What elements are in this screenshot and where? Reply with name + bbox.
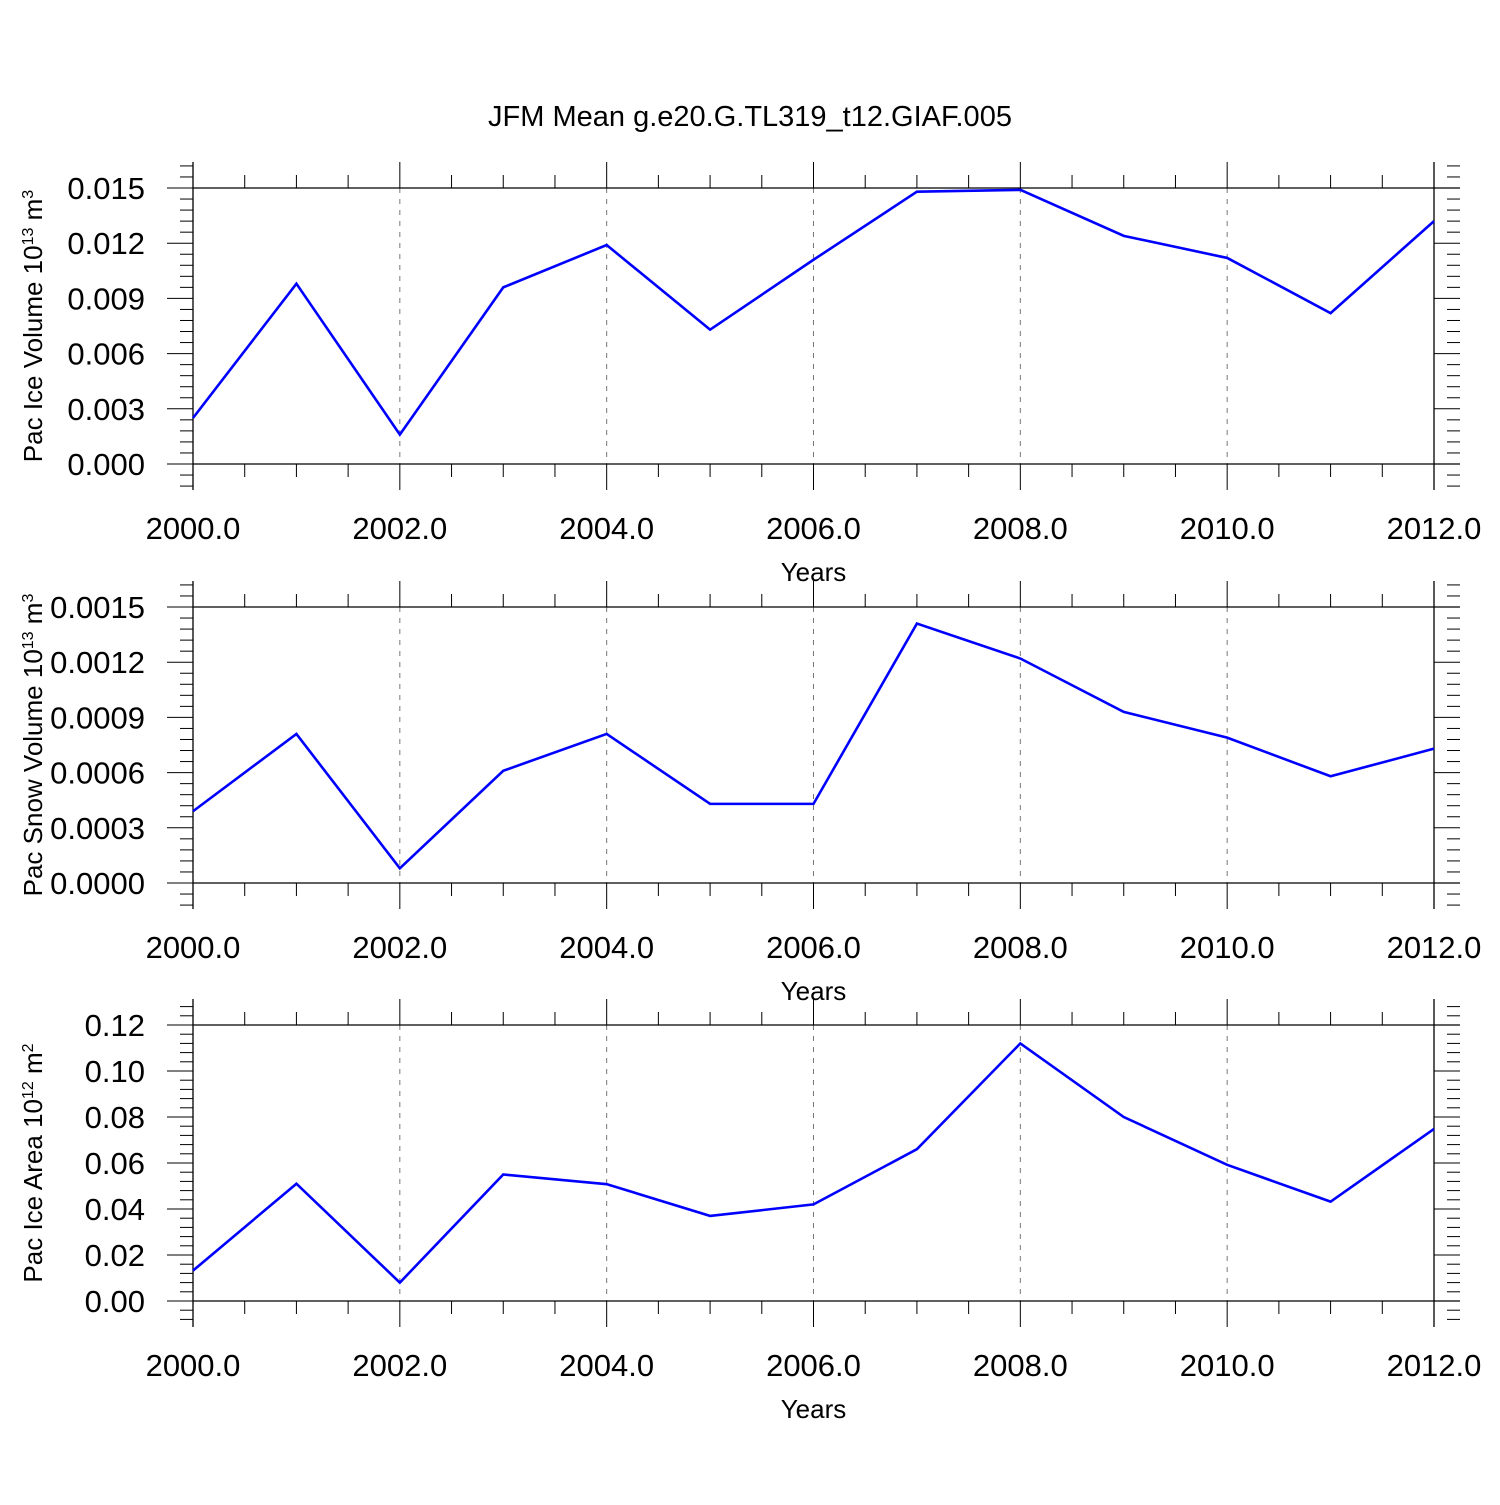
- figure-title: JFM Mean g.e20.G.TL319_t12.GIAF.005: [488, 101, 1012, 133]
- y-tick-label: 0.10: [85, 1054, 145, 1089]
- y-axis-label: Pac Snow Volume 1013 m3: [18, 594, 48, 897]
- y-axis-label-superscript: 13: [20, 227, 37, 245]
- y-axis-label-text: m: [18, 603, 48, 632]
- y-tick-label: 0.009: [67, 281, 145, 316]
- y-axis-label-superscript: 13: [20, 631, 37, 649]
- y-tick-label: 0.0000: [50, 866, 145, 901]
- x-tick-label: 2000.0: [146, 930, 241, 965]
- y-axis-label: Pac Ice Area 1012 m2: [18, 1043, 48, 1282]
- y-tick-label: 0.02: [85, 1238, 145, 1273]
- y-axis-label-text: m: [18, 1052, 48, 1081]
- y-tick-label: 0.000: [67, 447, 145, 482]
- x-tick-label: 2012.0: [1387, 930, 1482, 965]
- y-tick-label: 0.015: [67, 171, 145, 206]
- series-line: [191, 188, 1435, 437]
- x-tick-label: 2008.0: [973, 1348, 1068, 1383]
- y-axis-label-superscript: 2: [20, 1043, 37, 1052]
- x-tick-label: 2002.0: [352, 511, 447, 546]
- x-tick-label: 2010.0: [1180, 511, 1275, 546]
- x-tick-label: 2004.0: [559, 1348, 654, 1383]
- x-tick-label: 2008.0: [973, 930, 1068, 965]
- y-axis-label-text: m: [18, 199, 48, 228]
- y-tick-label: 0.0003: [50, 811, 145, 846]
- y-axis-label-superscript: 3: [20, 190, 37, 199]
- x-tick-label: 2004.0: [559, 930, 654, 965]
- series-line: [192, 1041, 1435, 1285]
- y-tick-label: 0.003: [67, 392, 145, 427]
- panel-2: 0.0000 0.0003 0.0006 0.0009 0.0012 0.0015 2000…: [18, 581, 1481, 1006]
- y-axis-label-text: Pac Ice Volume 10: [18, 245, 48, 462]
- y-tick-label: 0.006: [67, 337, 145, 372]
- x-tick-label: 2008.0: [973, 511, 1068, 546]
- y-axis-label-superscript: 12: [20, 1081, 37, 1099]
- series-line: [192, 621, 1435, 871]
- y-axis-label: Pac Ice Volume 1013 m3: [18, 190, 48, 463]
- y-tick-label: 0.0012: [50, 645, 145, 680]
- y-axis-label-text: Pac Snow Volume 10: [18, 649, 48, 896]
- x-tick-label: 2012.0: [1387, 511, 1482, 546]
- x-tick-label: 2010.0: [1180, 1348, 1275, 1383]
- y-tick-label: 0.012: [67, 226, 145, 261]
- y-tick-label: 0.0015: [50, 590, 145, 625]
- x-tick-label: 2002.0: [352, 1348, 447, 1383]
- x-tick-label: 2006.0: [766, 930, 861, 965]
- y-tick-label: 0.00: [85, 1284, 145, 1319]
- x-tick-label: 2000.0: [146, 1348, 241, 1383]
- panel-3: 0.00 0.02 0.04 0.06 0.08 0.10 0.12 2000.0 2002.0…: [18, 999, 1481, 1424]
- x-tick-label: 2010.0: [1180, 930, 1275, 965]
- x-tick-label: 2002.0: [352, 930, 447, 965]
- x-axis-label: Years: [781, 1394, 847, 1424]
- panel-1: 0.000 0.003 0.006 0.009 0.012 0.015 2000.0 2002…: [18, 162, 1481, 587]
- y-tick-label: 0.06: [85, 1146, 145, 1181]
- y-tick-label: 0.0006: [50, 756, 145, 791]
- y-tick-label: 0.04: [85, 1192, 145, 1227]
- y-tick-label: 0.0009: [50, 700, 145, 735]
- x-tick-label: 2012.0: [1387, 1348, 1482, 1383]
- x-tick-label: 2006.0: [766, 1348, 861, 1383]
- y-axis-label-text: Pac Ice Area 10: [18, 1099, 48, 1283]
- x-tick-label: 2004.0: [559, 511, 654, 546]
- x-tick-label: 2000.0: [146, 511, 241, 546]
- x-tick-label: 2006.0: [766, 511, 861, 546]
- y-tick-label: 0.08: [85, 1100, 145, 1135]
- y-tick-label: 0.12: [85, 1008, 145, 1043]
- y-axis-label-superscript: 3: [20, 594, 37, 603]
